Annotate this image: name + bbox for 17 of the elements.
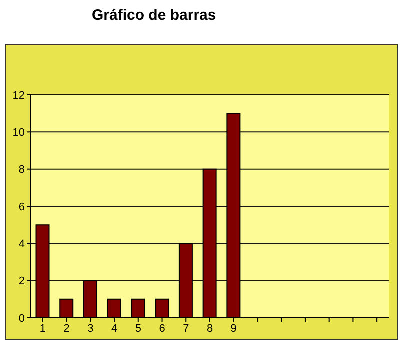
x-tick-label: 1 bbox=[40, 322, 46, 335]
y-tick-label: 4 bbox=[18, 238, 25, 251]
chart-title: Gráfico de barras bbox=[92, 7, 216, 24]
x-tick-label: 2 bbox=[64, 322, 70, 335]
y-tick-label: 12 bbox=[12, 90, 25, 102]
x-tick-label: 8 bbox=[206, 322, 214, 335]
x-tick-label: 6 bbox=[159, 322, 166, 335]
x-tick-label: 3 bbox=[88, 322, 94, 335]
y-tick-label: 6 bbox=[18, 201, 25, 214]
y-tick-label: 8 bbox=[18, 164, 25, 176]
y-tick-label: 10 bbox=[12, 127, 25, 140]
y-tick-label: 0 bbox=[18, 312, 25, 325]
y-tick-label: 2 bbox=[18, 276, 25, 288]
x-tick-label: 9 bbox=[230, 322, 237, 335]
x-tick-label: 7 bbox=[183, 322, 190, 335]
x-tick-label: 5 bbox=[135, 322, 142, 335]
x-tick-label: 4 bbox=[111, 322, 118, 335]
